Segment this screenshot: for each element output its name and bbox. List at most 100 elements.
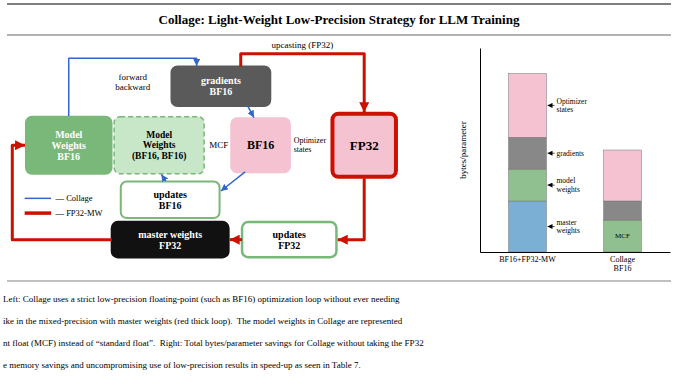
box-label-line: BF16 <box>247 138 274 152</box>
caption-line: e memory savings and uncompromising use … <box>3 360 361 370</box>
box-label: ModelWeights(BF16, BF16) <box>132 130 186 162</box>
box-label-line: FP32 <box>278 240 300 251</box>
diagram-box <box>332 114 396 177</box>
box-label: BF16 <box>247 138 274 152</box>
box-label-line: (BF16, BF16) <box>132 151 186 162</box>
diagram-arrow <box>247 105 254 117</box>
caption-line: nt float (MCF) instead of “standard floa… <box>3 338 424 348</box>
diagram-label-line: MCF <box>209 140 228 150</box>
x-tick-label-line: BF16 <box>614 264 632 273</box>
box-label-line: updates <box>153 189 186 200</box>
x-tick-label-line: BF16+FP32-MW <box>499 255 556 264</box>
bars <box>509 74 642 253</box>
diagram-box <box>171 66 270 106</box>
diagram-label-line: states <box>294 145 312 154</box>
segment-label: gradients <box>557 149 585 158</box>
label-arrow <box>548 185 555 186</box>
box-label-line: master weights <box>138 229 202 240</box>
x-tick: CollageBF16 <box>610 252 635 273</box>
x-tick-label: CollageBF16 <box>610 255 635 273</box>
bar-segment <box>509 169 547 201</box>
box-label-line: Weights <box>52 140 87 151</box>
diagram-label: MCF <box>209 140 228 150</box>
segment-label-line: gradients <box>557 149 585 158</box>
label-arrow <box>548 226 555 227</box>
box-label-line: BF16 <box>209 86 232 97</box>
caption-rule <box>7 281 671 282</box>
chart: Collage: Light-Weight Low-Precision Stra… <box>0 0 678 381</box>
title-rule <box>7 4 671 5</box>
title: Collage: Light-Weight Low-Precision Stra… <box>159 12 520 27</box>
box-label-line: BF16 <box>159 200 182 211</box>
diagram-arrow <box>338 178 364 239</box>
diagram-box <box>231 118 290 172</box>
diagram-label-line: upcasting (FP32) <box>272 40 334 50</box>
box-label: ModelWeightsBF16 <box>52 129 87 162</box>
diagram-label: upcasting (FP32) <box>272 40 334 50</box>
diagram-arrow <box>12 145 112 239</box>
diagram: ModelWeightsBF16ModelWeights(BF16, BF16)… <box>12 40 396 257</box>
caption: Left: Collage uses a strict low-precisio… <box>3 281 671 370</box>
segment-annotation-line: MCF <box>615 232 630 240</box>
box-label-line: updates <box>273 229 306 240</box>
diagram-arrow <box>241 54 364 112</box>
bar-segment <box>509 137 547 169</box>
box-label: updatesBF16 <box>153 189 186 211</box>
diagram-box <box>112 222 228 257</box>
diagram-box <box>26 117 112 174</box>
legend-label-line: — FP32-MW <box>55 208 103 218</box>
x-axis: BF16+FP32-MW CollageBF16 <box>481 252 671 273</box>
title-rule <box>7 35 671 36</box>
box-label-line: Model <box>146 130 172 140</box>
bar-segment <box>604 220 642 252</box>
segment-label-line: states <box>557 105 574 114</box>
diagram-box <box>114 117 204 174</box>
title-block: Collage: Light-Weight Low-Precision Stra… <box>7 4 671 35</box>
bar-segment <box>604 150 642 201</box>
y-axis-line <box>480 49 481 253</box>
caption-line: ike in the mixed-precision with master w… <box>3 316 403 326</box>
segment-label-line: weights <box>557 226 580 235</box>
legend-label: — FP32-MW <box>55 208 103 218</box>
segment-label: modelweights <box>557 176 580 194</box>
diagram-label-line: backward <box>115 82 150 92</box>
diagram-label: forwardbackward <box>115 72 150 92</box>
diagram-arrow <box>221 172 245 191</box>
legend-line <box>25 198 51 200</box>
diagram-arrow <box>69 58 197 116</box>
diagram-arrow <box>161 174 165 180</box>
box-label-line: Model <box>55 129 82 140</box>
segment-label-line: weights <box>557 185 580 194</box>
box-label-line: FP32 <box>159 240 181 251</box>
box-label-line: BF16 <box>57 151 80 162</box>
diagram-label-line: Optimizer <box>294 136 327 145</box>
label-arrow <box>548 105 555 106</box>
bar-segment <box>604 201 642 220</box>
legend-line <box>25 211 51 215</box>
caption-line: Left: Collage uses a strict low-precisio… <box>3 294 400 304</box>
diagram-arrow <box>230 238 242 241</box>
x-tick-label: BF16+FP32-MW <box>499 255 556 264</box>
diagram-box <box>242 222 336 257</box>
diagram-label: Optimizerstates <box>294 136 327 154</box>
legend-label: — Collage <box>55 193 93 203</box>
box-label: gradientsBF16 <box>201 75 241 97</box>
x-tick: BF16+FP32-MW <box>499 252 556 264</box>
label-arrow <box>548 153 555 154</box>
box-label: master weightsFP32 <box>138 229 202 251</box>
box-label: updatesFP32 <box>273 229 306 251</box>
y-axis <box>480 49 481 253</box>
diagram-label-line: forward <box>118 72 147 82</box>
segment-label: Optimizerstates <box>557 97 588 115</box>
box-label-line: gradients <box>201 75 241 86</box>
box-label-line: FP32 <box>350 138 379 153</box>
segment-annotation: MCF <box>615 232 630 240</box>
bar-segment <box>509 201 547 252</box>
box-label-line: Weights <box>143 140 176 150</box>
x-axis-line <box>481 252 671 253</box>
bar-chart: BF16+FP32-MW CollageBF16 bytes/parameter ma… <box>458 49 671 274</box>
diagram-box <box>121 182 220 219</box>
y-axis-title: bytes/parameter <box>458 121 468 178</box>
legend-label-line: — Collage <box>55 193 93 203</box>
segment-label: masterweights <box>557 218 580 236</box>
